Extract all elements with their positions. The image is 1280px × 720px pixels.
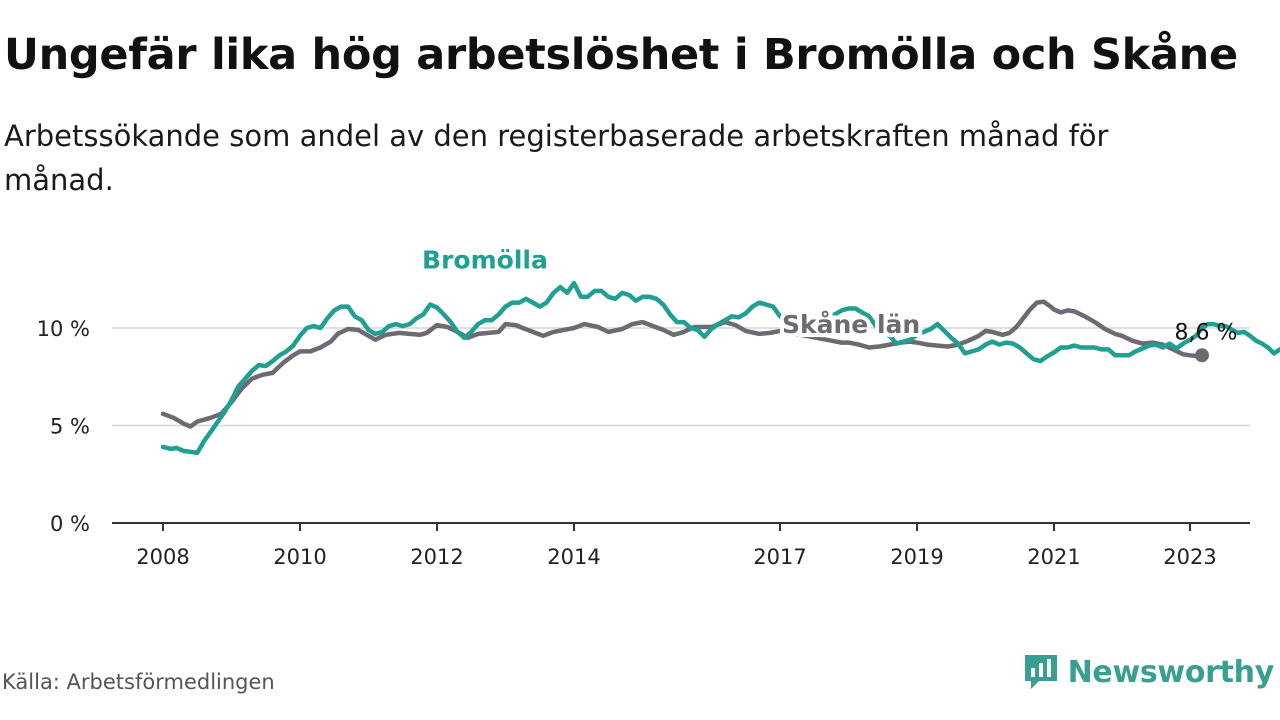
y-axis-ticks: 0 % 5 % 10 % bbox=[37, 317, 90, 536]
source-note: Källa: Arbetsförmedlingen bbox=[2, 670, 275, 694]
brand-logo[interactable]: Newsworthy bbox=[1022, 652, 1274, 692]
x-tick-label: 2014 bbox=[547, 545, 600, 569]
series-line-bromolla bbox=[160, 280, 1280, 456]
x-tick-label: 2010 bbox=[273, 545, 326, 569]
chart-subtitle: Arbetssökande som andel av den registerb… bbox=[4, 119, 1109, 197]
x-tick-label: 2012 bbox=[410, 545, 463, 569]
series-label-skane: Skåne län bbox=[782, 310, 920, 339]
x-tick-label: 2008 bbox=[136, 545, 189, 569]
y-tick-label: 5 % bbox=[50, 415, 90, 439]
y-tick-label: 10 % bbox=[37, 317, 90, 341]
y-tick-label: 0 % bbox=[50, 512, 90, 536]
x-axis-ticks: 2008 2010 2012 2014 2017 2019 2021 2023 bbox=[136, 523, 1217, 569]
x-tick-label: 2019 bbox=[890, 545, 943, 569]
end-point-marker bbox=[1195, 348, 1209, 363]
gridlines bbox=[112, 327, 1250, 427]
end-value-label: 8,6 % bbox=[1175, 320, 1238, 345]
x-tick-label: 2021 bbox=[1027, 545, 1080, 569]
brand-name: Newsworthy bbox=[1067, 654, 1275, 690]
bar-chart-bubble-icon bbox=[1024, 655, 1057, 689]
line-chart: 0 %5 %10 % 2008 2010 2012 2014 2017 2019 2021 2… bbox=[36, 242, 1280, 569]
x-tick-label: 2017 bbox=[753, 545, 806, 569]
x-tick-label: 2023 bbox=[1163, 545, 1216, 569]
chart-title: Ungefär lika hög arbetslöshet i Bromölla… bbox=[4, 30, 1238, 80]
series-layer bbox=[160, 280, 1280, 456]
series-label-bromolla: Bromölla bbox=[422, 246, 548, 275]
